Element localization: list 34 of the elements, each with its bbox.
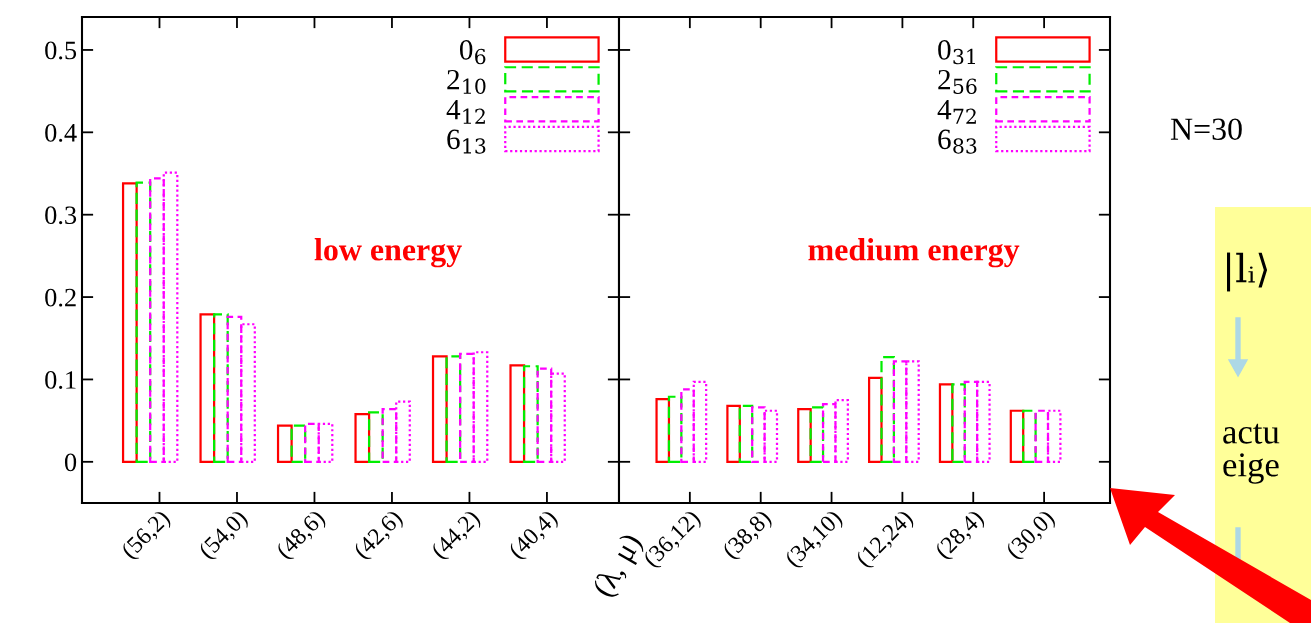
bar	[880, 356, 896, 463]
bar	[1022, 409, 1037, 463]
annotation: low energy	[314, 238, 462, 268]
bar	[522, 365, 539, 463]
legend-label: 2$_{56}$	[938, 69, 977, 95]
text: eige	[1223, 453, 1279, 484]
text: |lᵢ⟩	[1227, 252, 1268, 292]
legend-label: 6$_{83}$	[938, 129, 977, 154]
y-tick-label: 0.5	[45, 41, 77, 60]
text: actu	[1223, 423, 1280, 444]
legend-label: 0$_{31}$	[938, 40, 975, 65]
annotation: medium energy	[808, 238, 1020, 268]
bar	[655, 398, 671, 463]
bar	[738, 404, 754, 463]
y-tick-label: 0.1	[45, 371, 76, 389]
bar	[135, 181, 152, 463]
bar	[809, 406, 825, 463]
legend-label: 4$_{12}$	[446, 100, 485, 124]
bar	[213, 313, 229, 463]
bar	[445, 355, 462, 463]
legend-label: 6$_{13}$	[447, 129, 486, 154]
legend-label: 4$_{72}$	[937, 100, 976, 124]
bar	[667, 395, 683, 463]
y-tick-label: 0.4	[45, 123, 77, 142]
legend-label: 2$_{10}$	[447, 69, 486, 95]
legend-label: 0$_{6}$	[459, 40, 486, 65]
y-tick-label: 0	[64, 453, 77, 472]
y-tick-label: 0.3	[45, 206, 77, 225]
text: N=30	[1170, 118, 1242, 140]
y-tick-label: 0.2	[45, 288, 76, 307]
bar	[276, 424, 293, 463]
bar	[367, 411, 384, 463]
bar	[951, 383, 966, 463]
bar	[290, 424, 307, 463]
